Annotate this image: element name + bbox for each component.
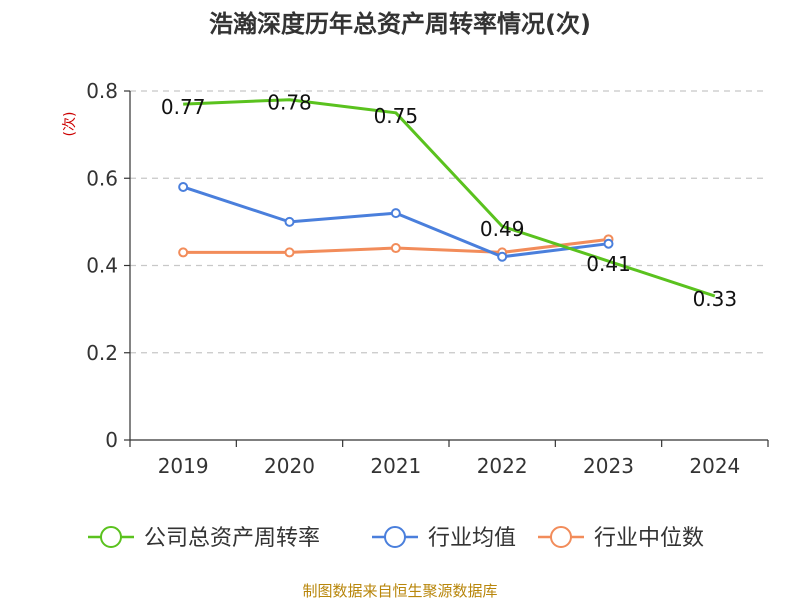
y-tick-label: 0: [105, 428, 118, 452]
x-tick-label: 2020: [264, 454, 315, 478]
y-axis-label: (次): [62, 112, 78, 137]
y-tick-label: 0.8: [86, 79, 118, 103]
data-point: [390, 208, 401, 219]
data-point: [178, 247, 189, 258]
legend-item[interactable]: 行业中位数: [538, 526, 704, 551]
series-lines: [178, 98, 716, 298]
data-point: [390, 243, 401, 254]
data-label: 0.77: [161, 95, 206, 119]
data-point: [284, 247, 295, 258]
x-tick-label: 2022: [477, 454, 528, 478]
y-tick-label: 0.2: [86, 341, 118, 365]
data-label: 0.41: [586, 252, 631, 276]
data-labels: 0.77 0.78 0.75 0.49 0.41 0.33: [161, 91, 737, 311]
legend-marker: [100, 526, 122, 548]
source-note: 制图数据来自恒生聚源数据库: [302, 582, 497, 600]
legend-label: 公司总资产周转率: [144, 526, 320, 551]
legend-label: 行业中位数: [594, 526, 704, 551]
legend-label: 行业均值: [428, 526, 516, 551]
data-label: 0.75: [374, 104, 419, 128]
x-tick-label: 2024: [689, 454, 740, 478]
data-point: [603, 238, 614, 249]
legend-item[interactable]: 公司总资产周转率: [88, 526, 320, 551]
chart-title: 浩瀚深度历年总资产周转率情况(次): [209, 10, 591, 38]
data-point: [497, 251, 508, 262]
data-point: [178, 181, 189, 192]
x-tick-label: 2023: [583, 454, 634, 478]
grid-lines: [130, 90, 768, 354]
series-line: [183, 98, 716, 298]
data-point: [284, 216, 295, 227]
legend-item[interactable]: 行业均值: [372, 526, 516, 551]
data-label: 0.49: [480, 217, 525, 241]
y-tick-label: 0.6: [86, 166, 118, 190]
legend: 公司总资产周转率 行业均值 行业中位数: [88, 526, 704, 551]
x-tick-label: 2021: [370, 454, 421, 478]
y-tick-label: 0.4: [86, 254, 118, 278]
data-label: 0.33: [693, 287, 738, 311]
legend-marker: [550, 526, 572, 548]
x-tick-label: 2019: [158, 454, 209, 478]
legend-marker: [384, 526, 406, 548]
data-label: 0.78: [267, 91, 312, 115]
axes: 0 0.2 0.4 0.6 0.8 2019 2020 2021 2022 2023 2024: [86, 79, 769, 478]
